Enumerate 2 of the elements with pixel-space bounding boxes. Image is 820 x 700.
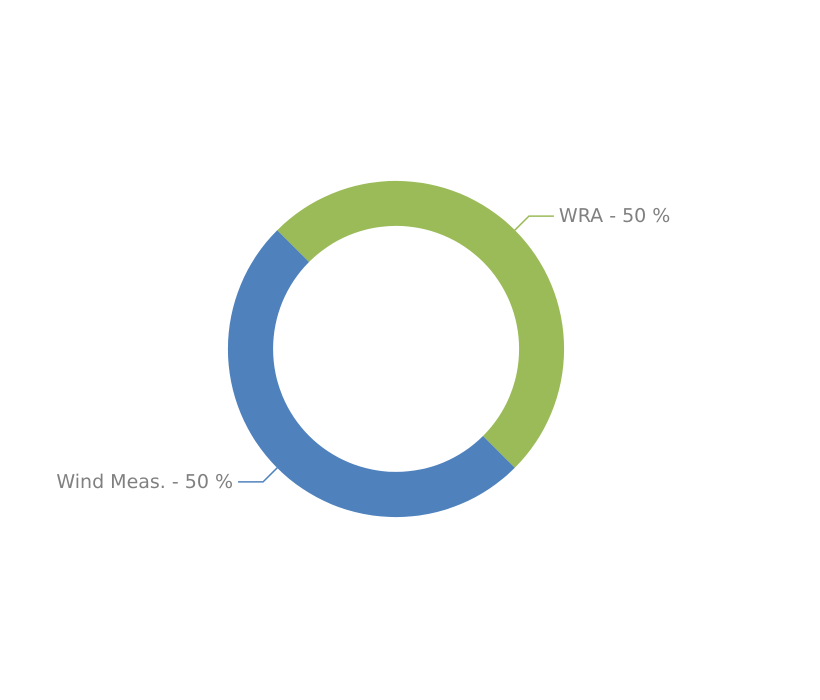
slice-label: WRA - 50 % bbox=[558, 205, 670, 228]
slice-label: Wind Meas. - 50 % bbox=[56, 470, 234, 493]
